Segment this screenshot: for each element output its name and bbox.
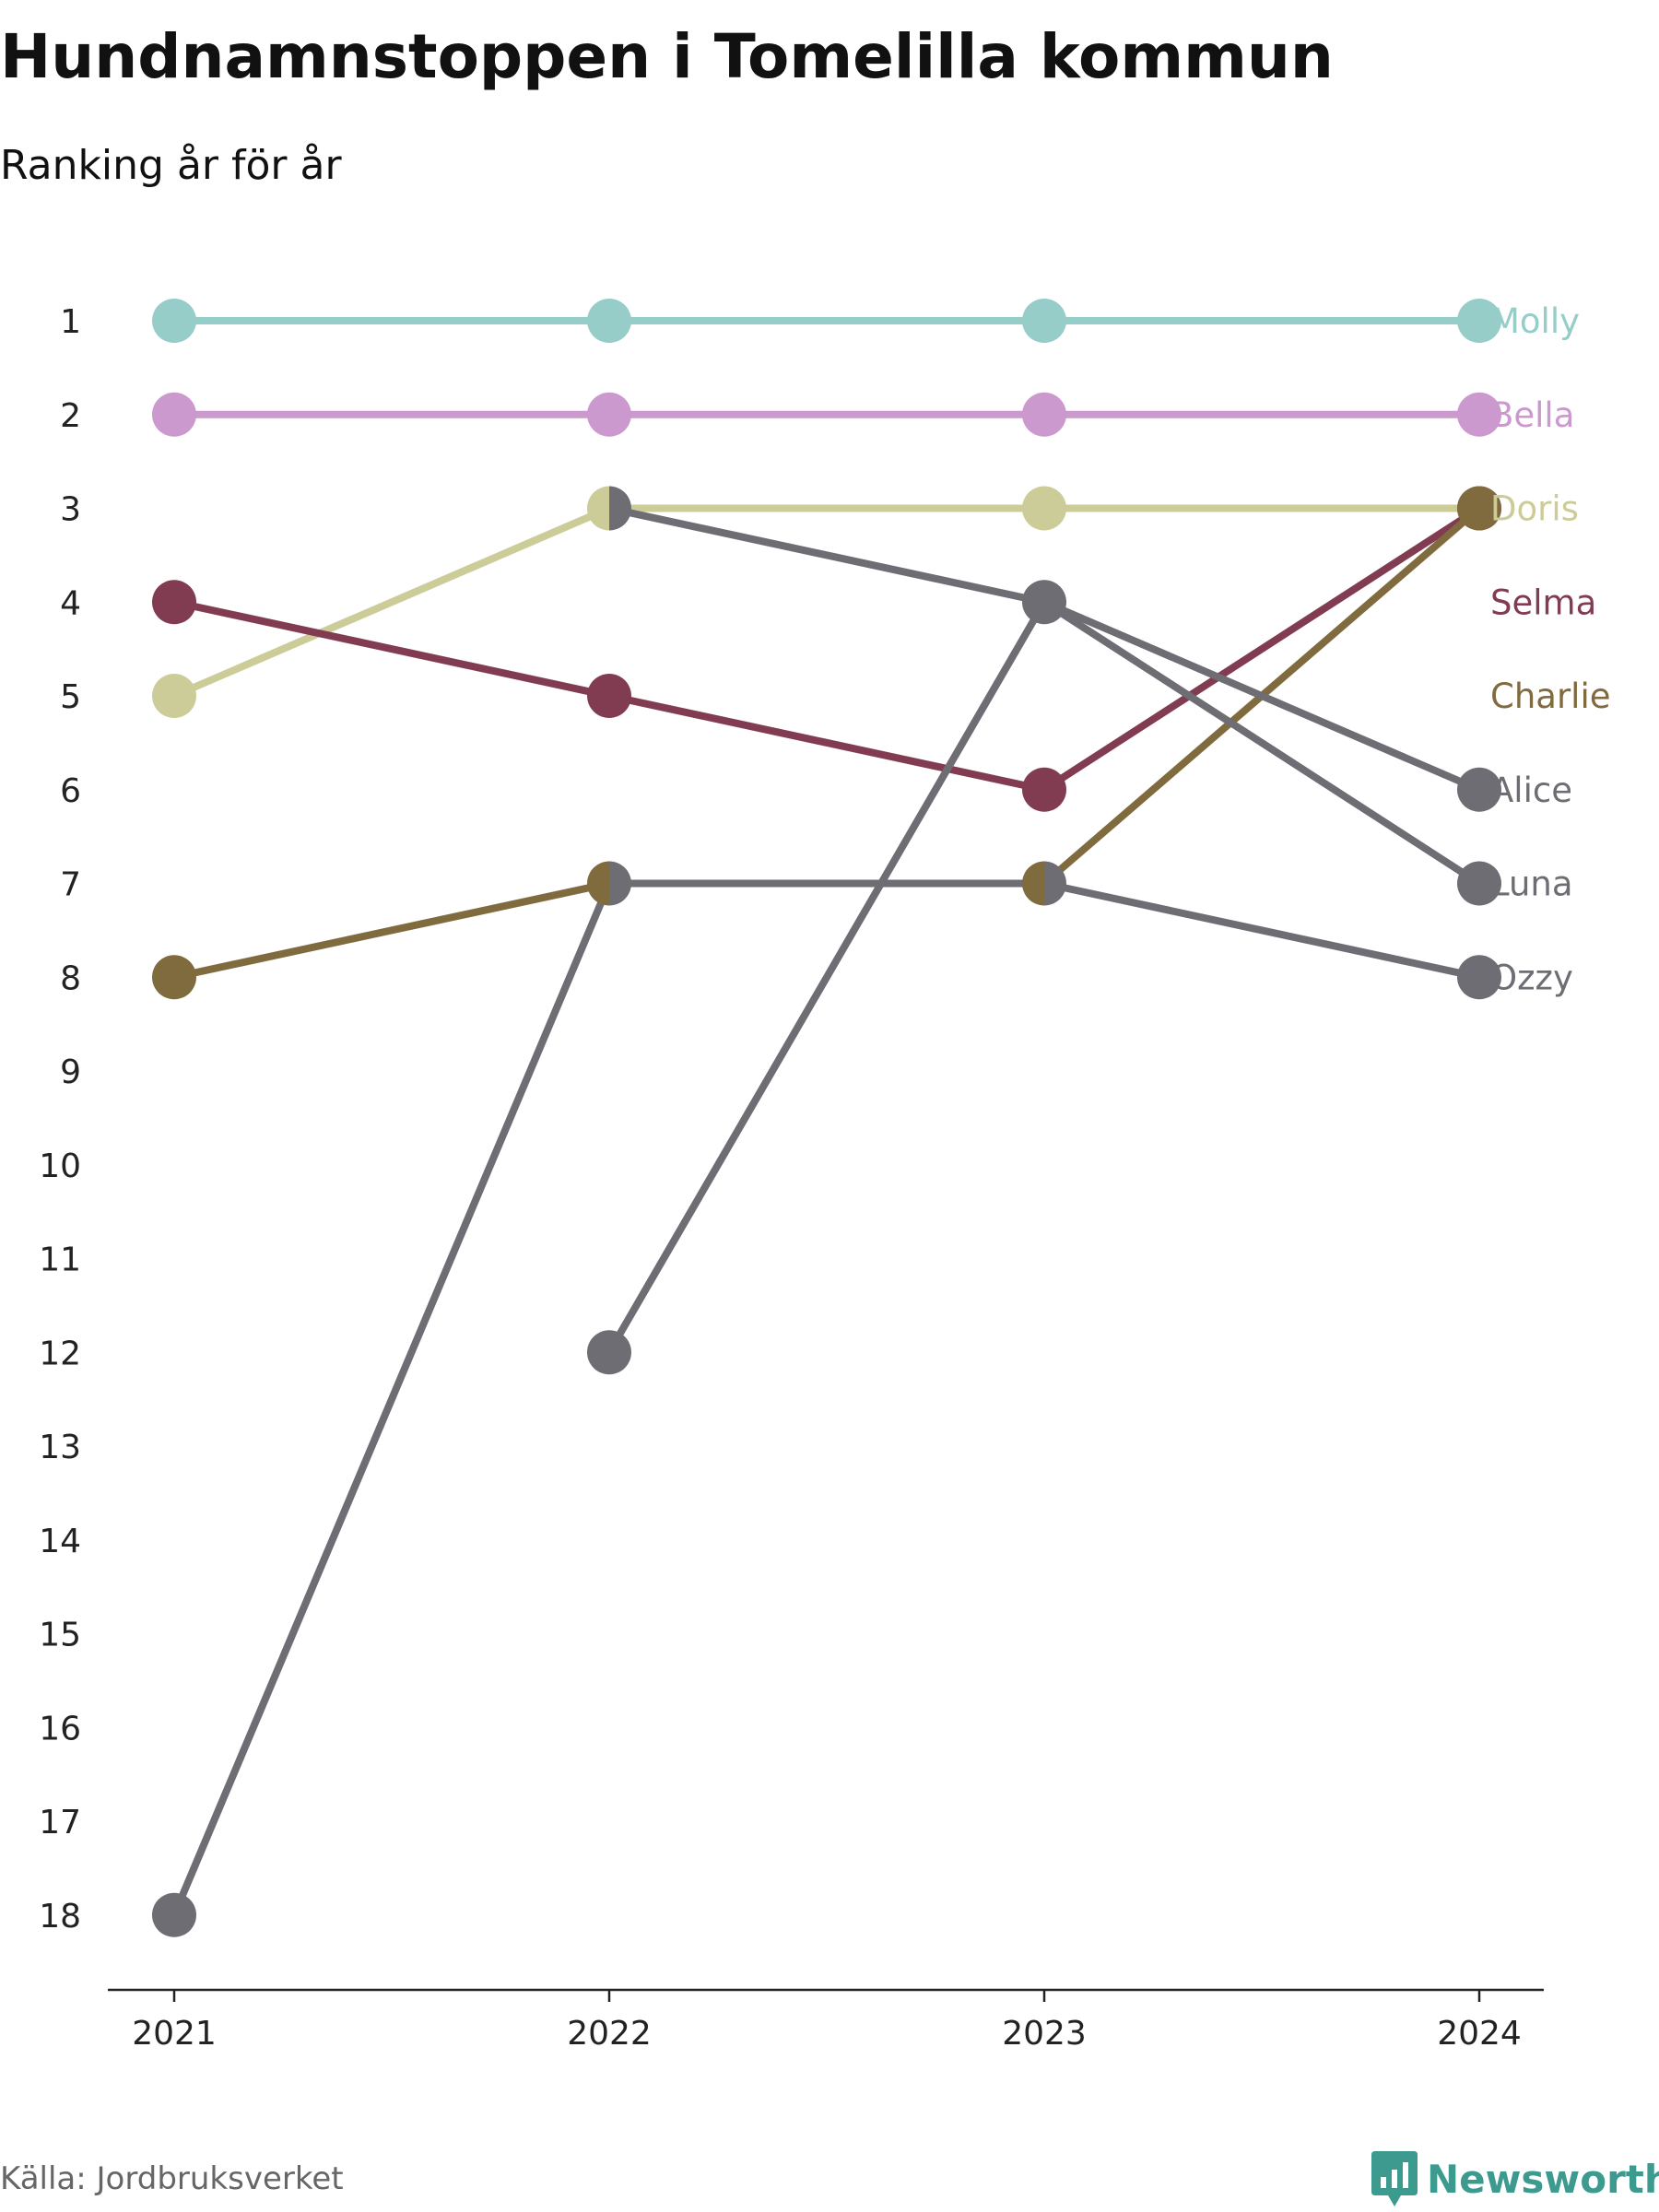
x-tick-label: 2021 — [132, 2015, 217, 2053]
brand-logo: Newsworthy — [1371, 2151, 1659, 2208]
y-tick-label: 12 — [39, 1335, 81, 1372]
point-bella-2023 — [1022, 392, 1066, 437]
source-note: Källa: Jordbruksverket — [0, 2160, 344, 2197]
y-tick-label: 14 — [39, 1523, 81, 1560]
series-line-doris — [171, 504, 1483, 700]
series-label-doris: Doris — [1490, 489, 1579, 529]
series-label-bella: Bella — [1490, 395, 1574, 435]
point-selma-2023 — [1022, 767, 1066, 812]
point-luna-2022 — [587, 1330, 631, 1375]
y-tick-label: 4 — [60, 584, 81, 622]
point-alice-2023 — [1022, 580, 1044, 625]
series-labels: Molly Bella Doris Selma Charlie Alice Luna Ozzy — [1490, 301, 1611, 997]
point-charlie-2023 — [1022, 861, 1044, 906]
y-tick-label: 10 — [39, 1147, 81, 1185]
y-tick-label: 2 — [60, 397, 81, 435]
x-tick-label: 2023 — [1002, 2015, 1087, 2053]
point-selma-2022 — [587, 674, 631, 718]
point-charlie-2021 — [152, 955, 196, 1000]
series-line-ozzy — [171, 879, 1483, 1919]
point-luna-2024 — [1457, 861, 1501, 906]
y-tick-label: 1 — [60, 303, 81, 341]
series-lines — [171, 317, 1483, 1919]
point-charlie-2024 — [1457, 486, 1501, 531]
x-tick-label: 2024 — [1437, 2015, 1522, 2053]
series-label-luna: Luna — [1490, 865, 1573, 904]
y-tick-label: 13 — [39, 1429, 81, 1466]
y-tick-label: 16 — [39, 1710, 81, 1747]
point-ozzy-2022 — [609, 861, 631, 906]
y-tick-label: 7 — [60, 866, 81, 904]
series-line-selma — [171, 504, 1483, 794]
point-ozzy-2024 — [1457, 955, 1501, 1000]
series-line-luna — [606, 598, 1483, 1357]
point-ozzy-2023 — [1044, 861, 1066, 906]
point-ozzy-2021 — [152, 1892, 196, 1937]
series-label-selma: Selma — [1490, 582, 1596, 622]
x-tick-label: 2022 — [567, 2015, 652, 2053]
point-molly-2022 — [587, 299, 631, 343]
point-bella-2024 — [1457, 392, 1501, 437]
point-doris-2022 — [587, 486, 609, 531]
y-tick-label: 15 — [39, 1617, 81, 1654]
y-tick-label: 6 — [60, 772, 81, 810]
series-label-charlie: Charlie — [1490, 677, 1611, 716]
point-alice-2024 — [1457, 767, 1501, 812]
y-tick-label: 3 — [60, 491, 81, 529]
series-line-alice — [606, 504, 1483, 794]
series-label-ozzy: Ozzy — [1490, 958, 1573, 997]
brand-name: Newsworthy — [1427, 2157, 1659, 2202]
series-label-molly: Molly — [1490, 301, 1580, 341]
chart-subtitle: Ranking år för år — [0, 142, 342, 189]
y-tick-label: 17 — [39, 1804, 81, 1841]
y-tick-label: 18 — [39, 1898, 81, 1936]
point-molly-2023 — [1022, 299, 1066, 343]
chart-title: Hundnamnstoppen i Tomelilla kommun — [0, 21, 1334, 92]
y-tick-label: 5 — [60, 678, 81, 716]
y-tick-label: 9 — [60, 1053, 81, 1091]
point-molly-2021 — [152, 299, 196, 343]
point-alice-2022 — [609, 486, 631, 531]
point-selma-2021 — [152, 580, 196, 625]
point-doris-2023 — [1022, 486, 1066, 531]
point-luna-2023 — [1044, 580, 1066, 625]
y-tick-label: 8 — [60, 959, 81, 997]
bar-chart-speech-bubble-icon — [1371, 2151, 1418, 2206]
point-charlie-2022 — [587, 861, 609, 906]
point-bella-2022 — [587, 392, 631, 437]
series-points — [152, 299, 1501, 1937]
point-bella-2021 — [152, 392, 196, 437]
series-label-alice: Alice — [1490, 771, 1572, 810]
y-tick-label: 11 — [39, 1241, 81, 1279]
point-molly-2024 — [1457, 299, 1501, 343]
point-doris-2021 — [152, 674, 196, 718]
x-axis-ticks: 2021 2022 2023 2024 — [132, 1990, 1522, 2053]
